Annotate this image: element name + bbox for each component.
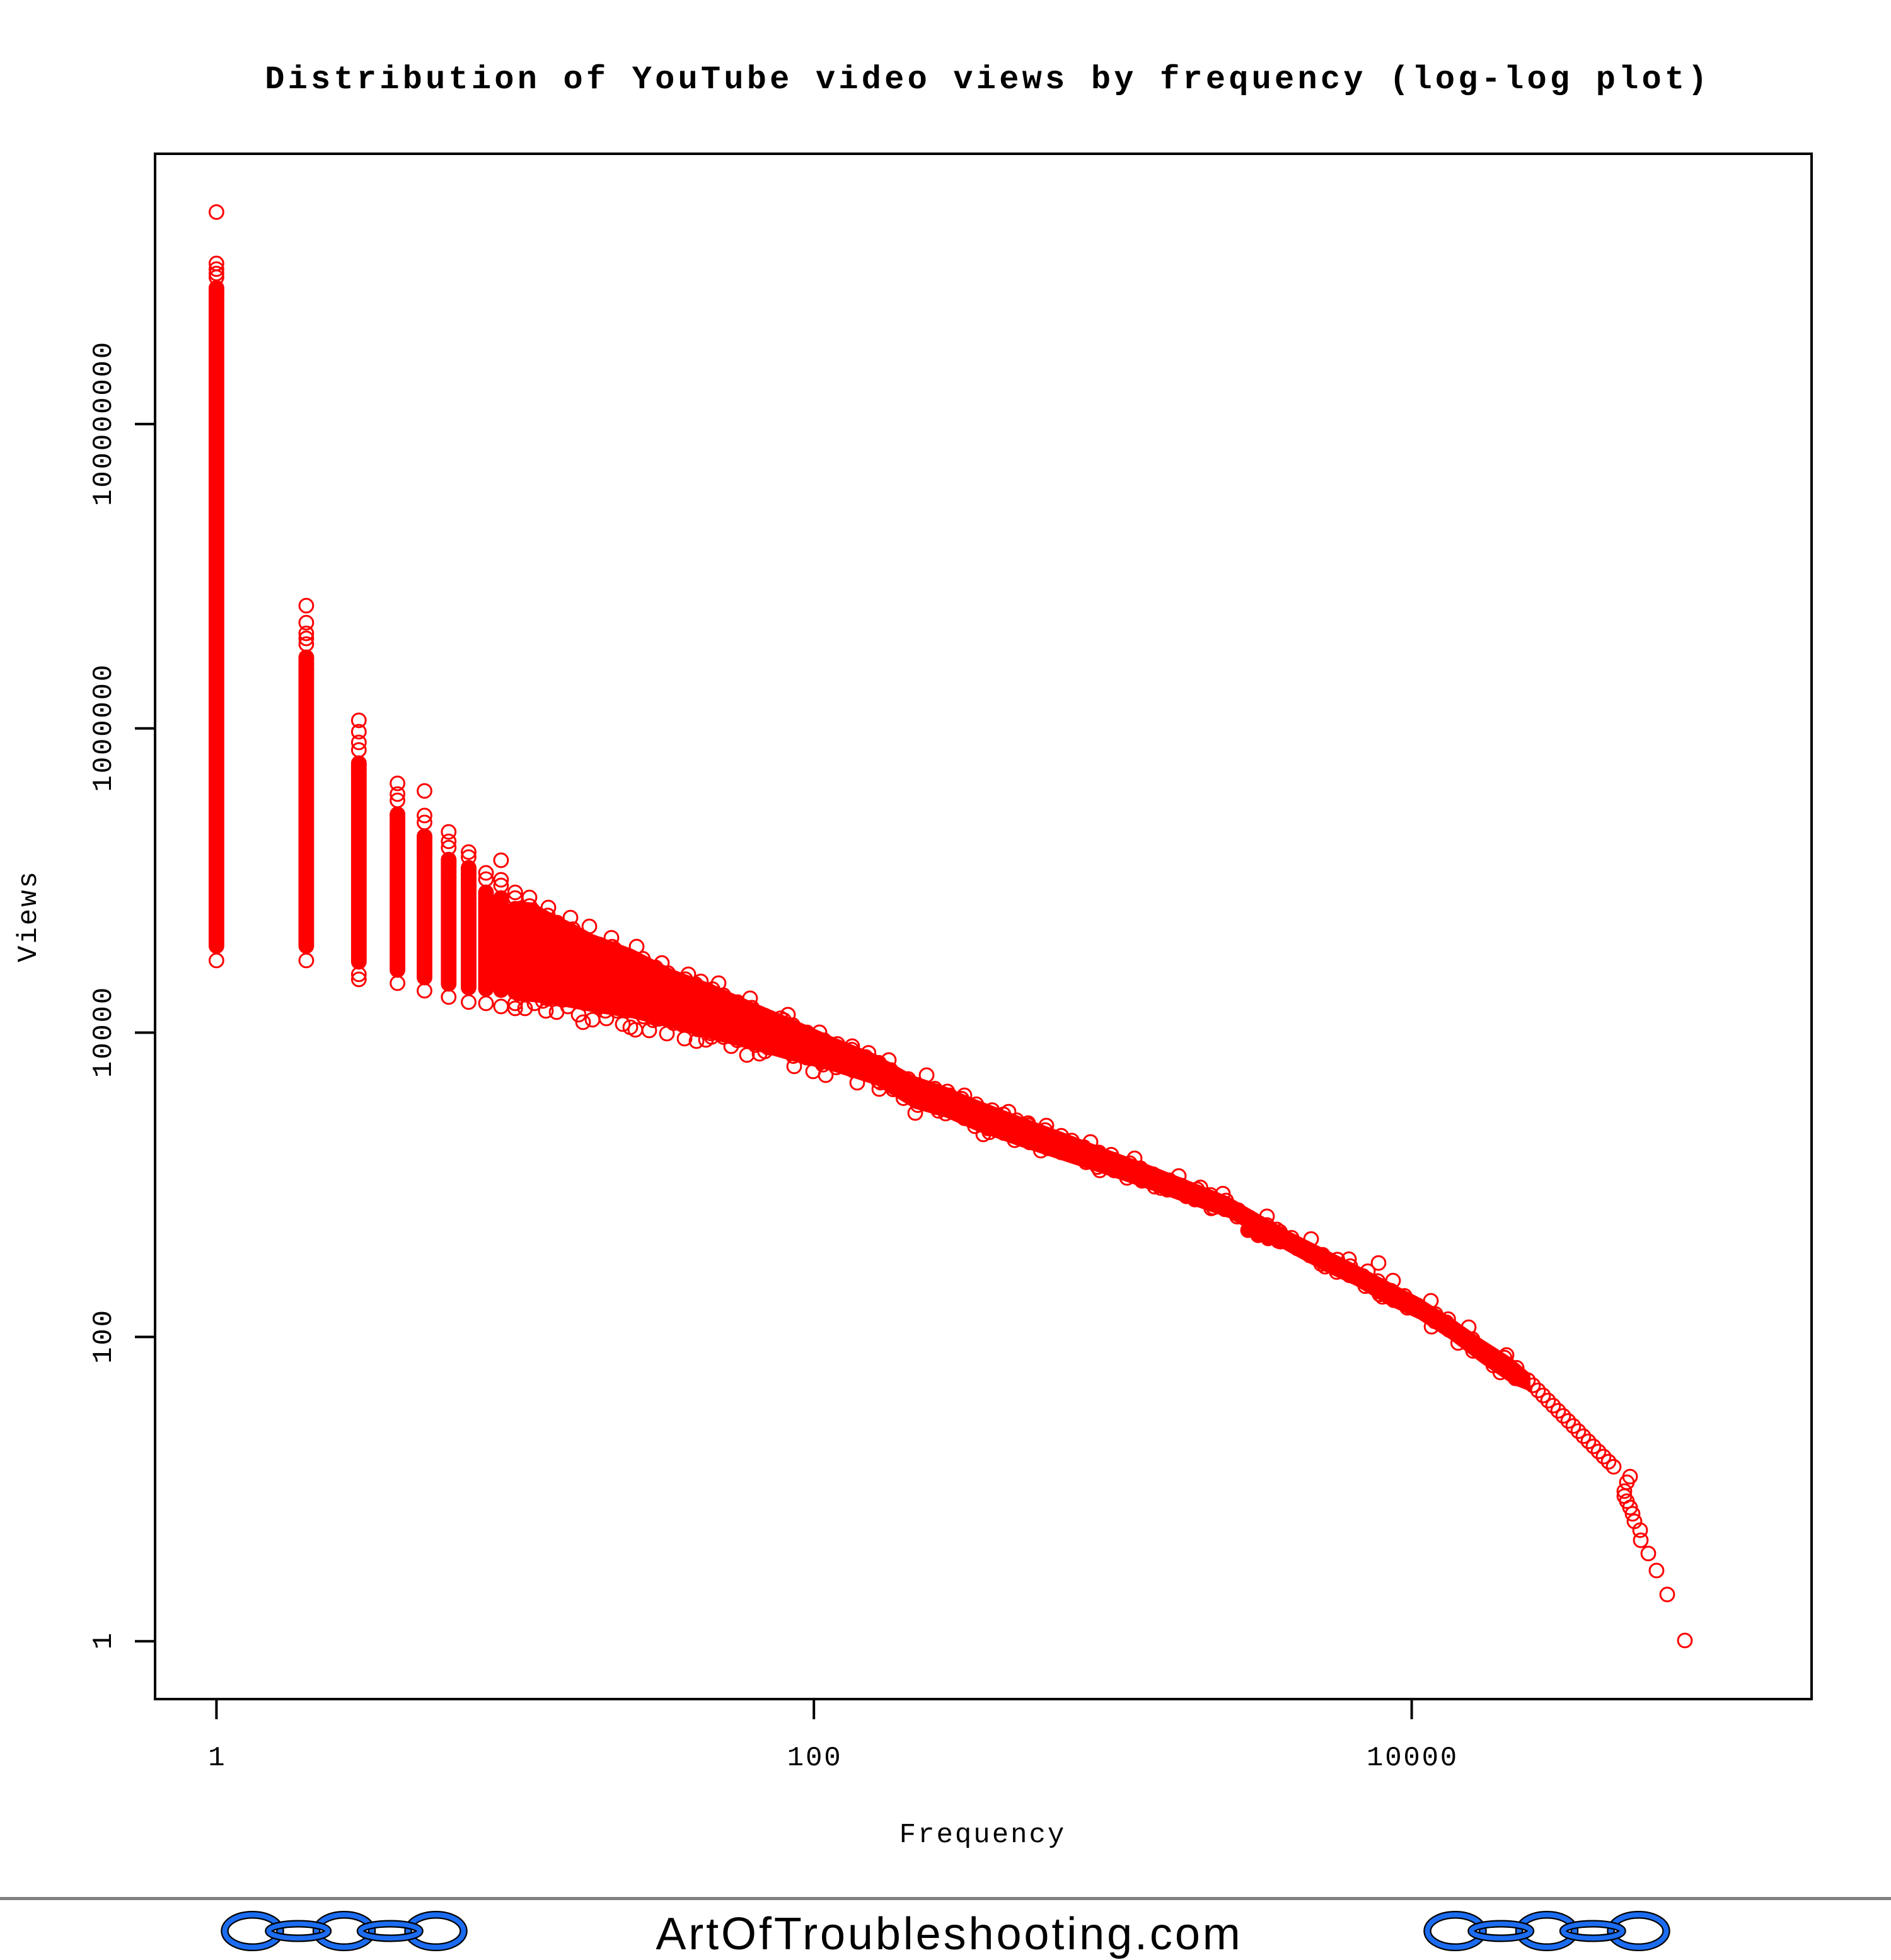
svg-text:Views: Views [13, 870, 45, 962]
svg-text:ArtOfTroubleshooting.com: ArtOfTroubleshooting.com [656, 1909, 1242, 1959]
svg-text:10000: 10000 [1367, 1743, 1459, 1774]
svg-text:100000000: 100000000 [88, 340, 120, 506]
svg-text:1: 1 [88, 1631, 120, 1649]
svg-text:100: 100 [787, 1743, 843, 1774]
svg-text:Frequency: Frequency [899, 1819, 1067, 1851]
svg-text:Distribution of YouTube video: Distribution of YouTube video views by f… [265, 61, 1711, 98]
svg-text:10000: 10000 [88, 986, 120, 1078]
svg-text:1000000: 1000000 [88, 663, 120, 792]
svg-text:1: 1 [208, 1743, 226, 1774]
svg-text:100: 100 [88, 1308, 120, 1364]
